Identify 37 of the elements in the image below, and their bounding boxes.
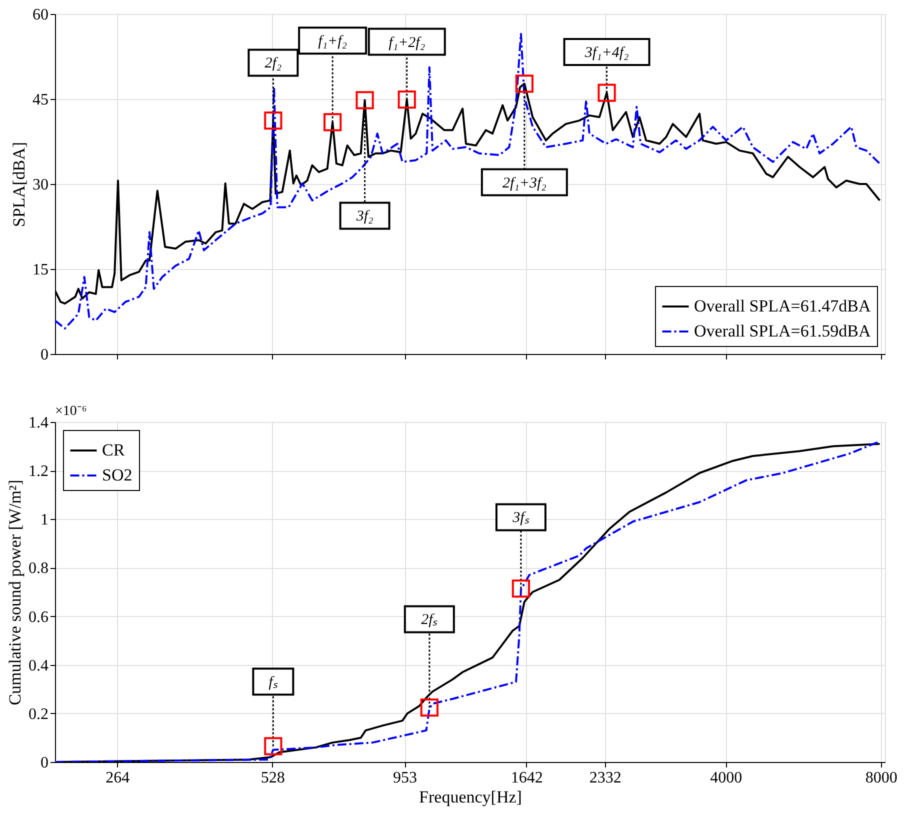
y-tick-label: 0.8 bbox=[28, 560, 48, 578]
text: ×10⁻⁶ bbox=[55, 404, 87, 419]
y-axis-title: Cumulative sound power [W/m²] bbox=[6, 480, 24, 706]
x-tick-label: 264 bbox=[106, 770, 130, 786]
y-tick-label: 1.4 bbox=[28, 414, 48, 432]
y-tick-label: 0.4 bbox=[28, 657, 48, 674]
x-tick-label: 1642 bbox=[510, 770, 543, 786]
x-tick-label: 2332 bbox=[589, 770, 622, 786]
legend-label: SO2 bbox=[102, 466, 132, 484]
annotation: 3fₛ bbox=[512, 510, 530, 526]
y-tick-label: 1.2 bbox=[28, 463, 48, 480]
y-tick-label: 0.6 bbox=[28, 608, 48, 626]
annotation: 3f₁+4f₂ bbox=[584, 44, 629, 61]
legend-label: CR bbox=[102, 440, 126, 460]
y-tick-label: 45 bbox=[32, 92, 48, 108]
y-tick-label: 1 bbox=[40, 512, 48, 529]
annotation: 3f₂ bbox=[355, 208, 374, 225]
legend-label: Overall SPLA=61.59dBA bbox=[694, 322, 872, 340]
legend-label: Overall SPLA=61.47dBA bbox=[694, 296, 872, 316]
x-tick-label: 953 bbox=[393, 770, 418, 786]
x-axis-title: Frequency[Hz] bbox=[419, 788, 522, 806]
y-tick-label: 15 bbox=[32, 262, 48, 278]
annotation: fₛ bbox=[268, 674, 278, 691]
y-tick-label: 60 bbox=[32, 6, 48, 24]
x-tick-label: 4000 bbox=[710, 770, 742, 786]
annotation: 2f₂ bbox=[264, 56, 282, 72]
y-tick-label: 0 bbox=[40, 346, 48, 364]
annotation: 2fₛ bbox=[421, 612, 438, 628]
x-tick-label: 8000 bbox=[865, 770, 898, 786]
y-tick-label: 0 bbox=[40, 754, 48, 772]
y-tick-label: 30 bbox=[32, 176, 48, 194]
y-axis-title: SPLA[dBA] bbox=[10, 142, 28, 228]
annotation: f₁+2f₂ bbox=[388, 34, 426, 51]
annotation: 2f₁+3f₂ bbox=[502, 175, 546, 192]
annotation: f₁+f₂ bbox=[318, 34, 348, 50]
y-tick-label: 0.2 bbox=[28, 706, 48, 723]
x-tick-label: 528 bbox=[260, 770, 285, 786]
